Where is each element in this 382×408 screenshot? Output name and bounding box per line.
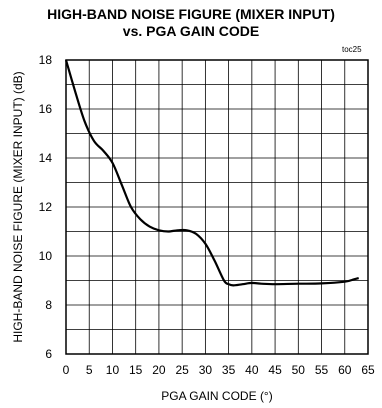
x-tick-label: 30 xyxy=(199,363,213,377)
series-group xyxy=(64,59,359,287)
series-line xyxy=(64,59,359,287)
y-tick-label: 14 xyxy=(39,151,53,165)
x-tick-label: 25 xyxy=(175,363,189,377)
y-tick-label: 8 xyxy=(45,298,52,312)
x-tick-label: 15 xyxy=(129,363,143,377)
chart-subtitle: vs. PGA GAIN CODE xyxy=(122,23,260,39)
x-tick-label: 65 xyxy=(361,363,375,377)
x-tick-label: 35 xyxy=(222,363,236,377)
x-tick-labels: 0 5 10 15 20 25 30 35 40 45 50 55 60 65 xyxy=(63,363,375,377)
chart-title: HIGH-BAND NOISE FIGURE (MIXER INPUT) xyxy=(47,6,335,22)
y-tick-label: 10 xyxy=(39,249,53,263)
y-tick-labels: 6 8 10 12 14 16 18 xyxy=(39,53,53,361)
plot-frame xyxy=(65,59,369,355)
x-tick-label: 5 xyxy=(86,363,93,377)
x-tick-label: 50 xyxy=(292,363,306,377)
grid-lines xyxy=(66,60,368,354)
x-tick-label: 20 xyxy=(152,363,166,377)
x-tick-label: 10 xyxy=(106,363,120,377)
x-tick-label: 60 xyxy=(338,363,352,377)
y-tick-label: 12 xyxy=(39,200,53,214)
x-tick-label: 40 xyxy=(245,363,259,377)
x-tick-label: 0 xyxy=(63,363,70,377)
x-tick-label: 55 xyxy=(315,363,329,377)
figure-tag: toc25 xyxy=(342,45,362,54)
y-tick-label: 6 xyxy=(45,347,52,361)
x-tick-label: 45 xyxy=(268,363,282,377)
y-axis-label: HIGH-BAND NOISE FIGURE (MIXER INPUT) (dB… xyxy=(11,71,25,342)
y-tick-label: 16 xyxy=(39,102,53,116)
x-axis-label: PGA GAIN CODE (°) xyxy=(161,389,272,403)
y-tick-label: 18 xyxy=(39,53,53,67)
